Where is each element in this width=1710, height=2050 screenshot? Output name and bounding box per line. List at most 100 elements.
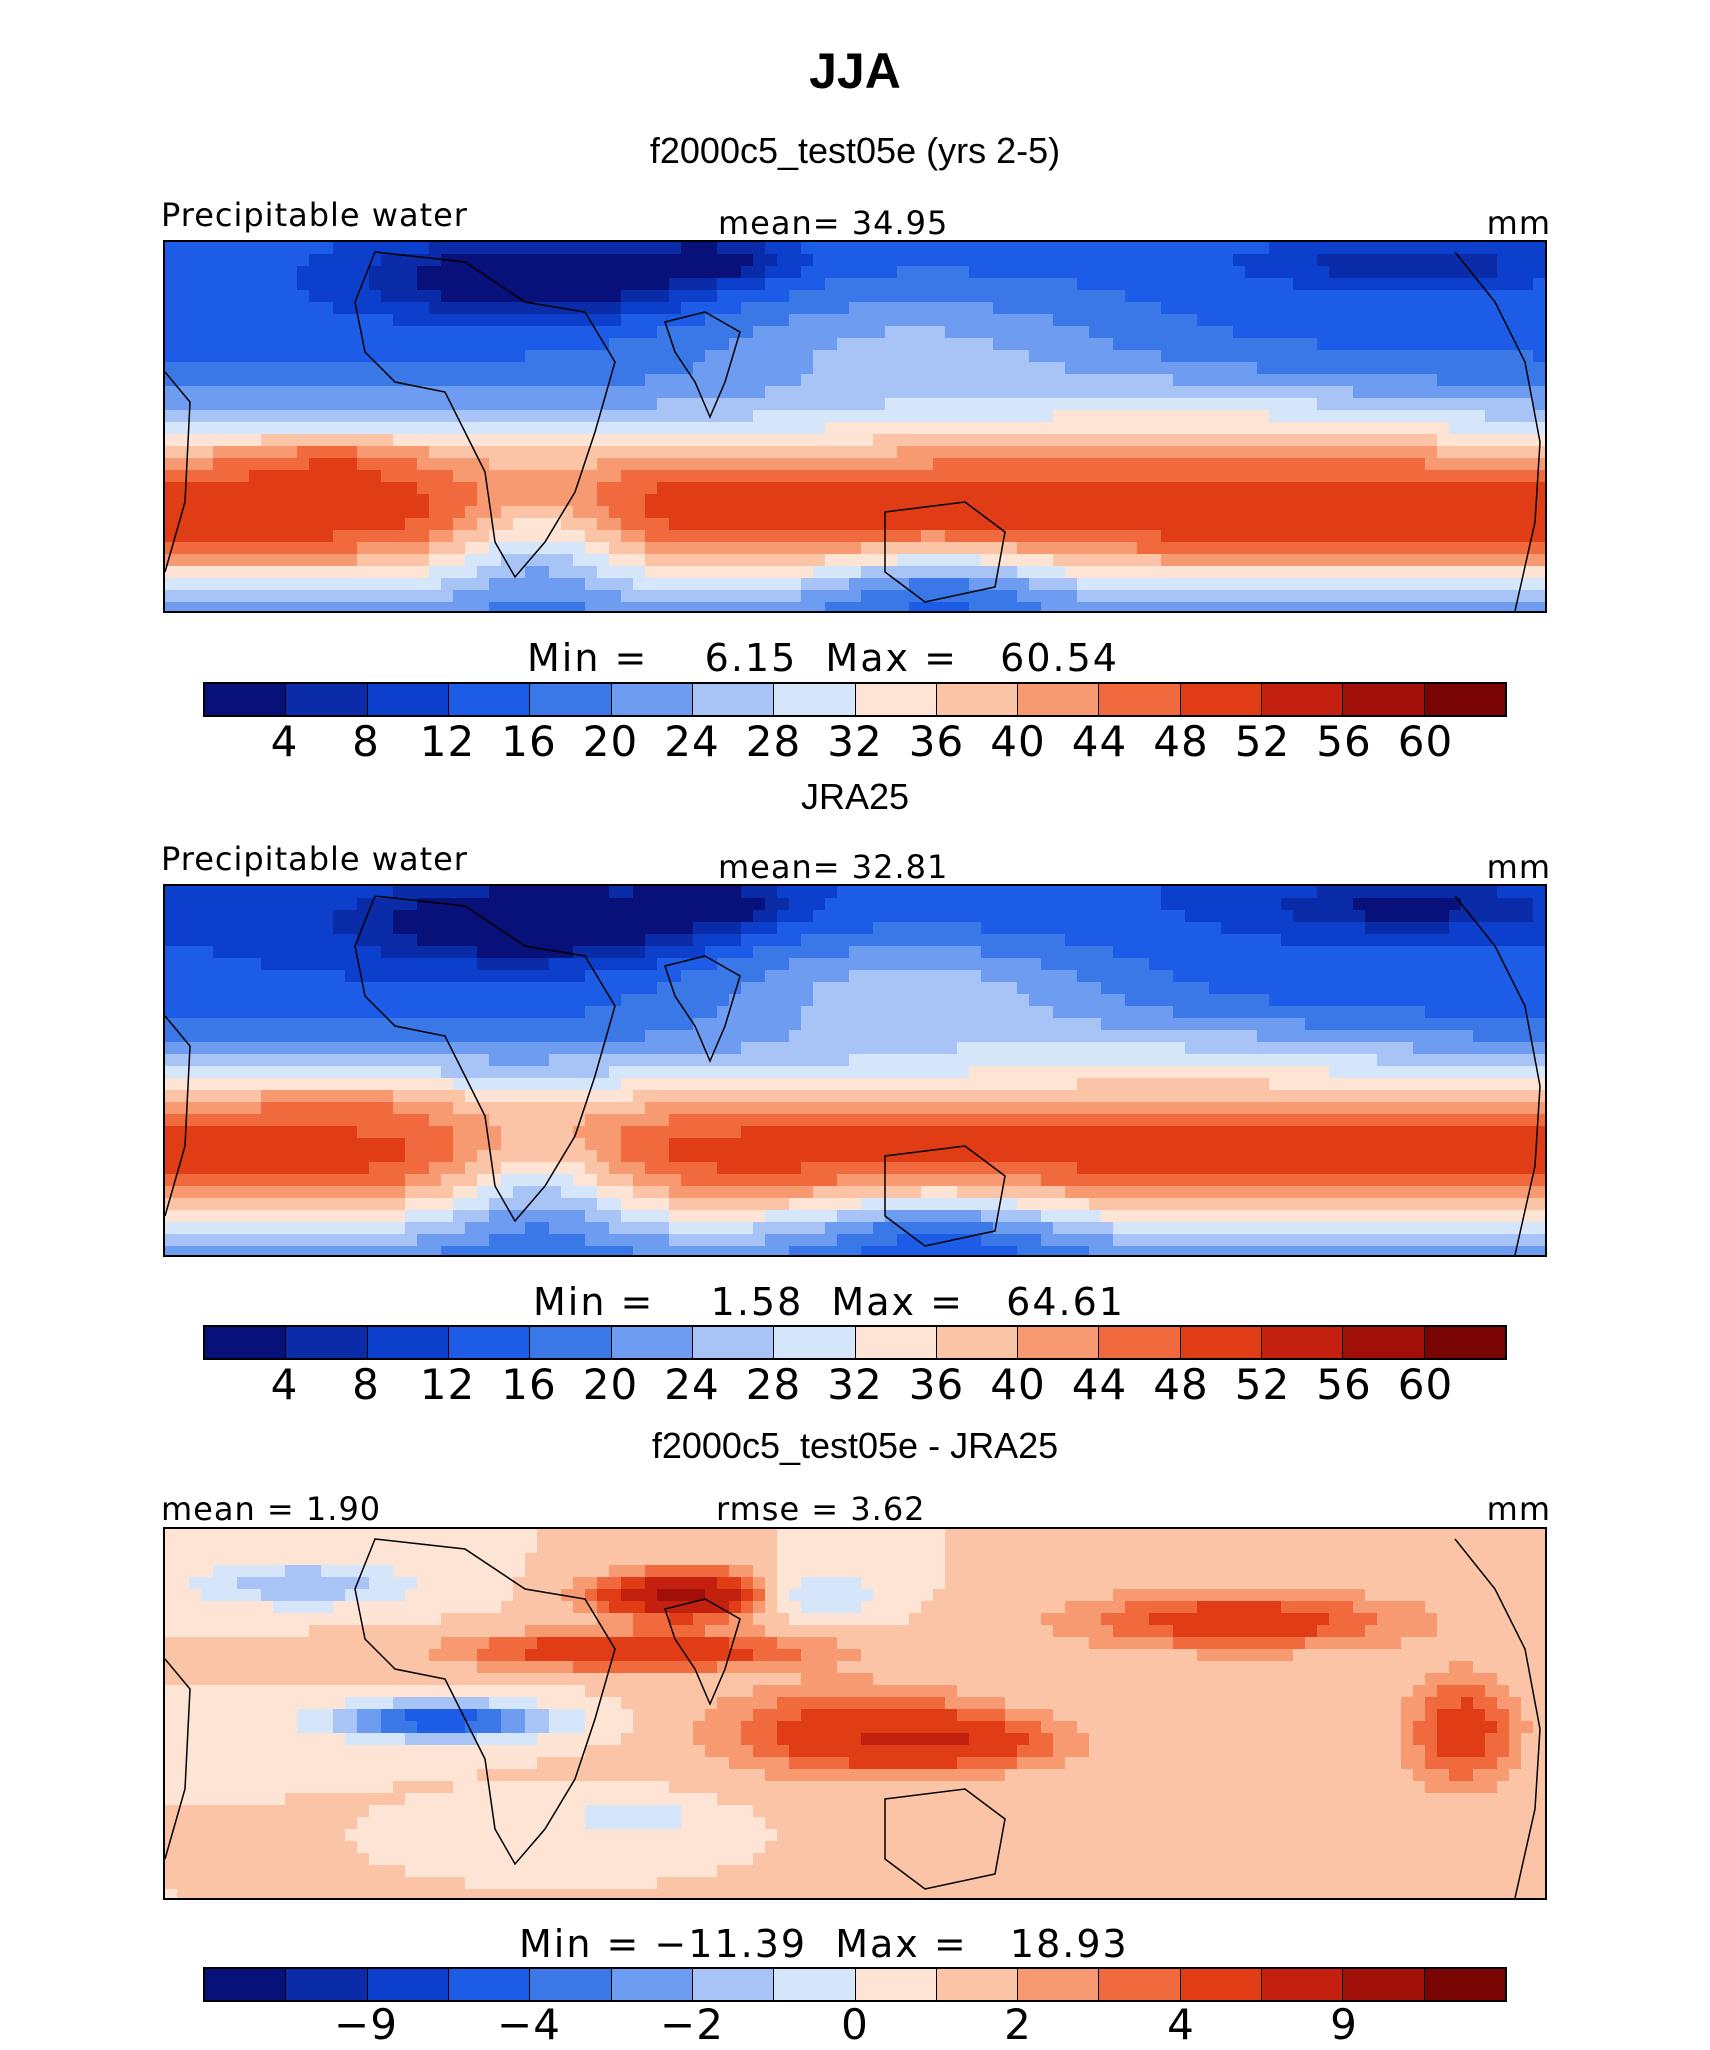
colorbar-tick-label: −2 [660,2000,724,2049]
figure-title: JJA [809,43,901,99]
colorbar-tick-label: 28 [745,1360,802,1409]
colorbar-tick-label: 16 [501,717,557,766]
colorbar-segment [692,1969,775,2000]
colorbar-tick-label: 36 [908,717,965,766]
panel-3-units-label: mm [1486,1490,1551,1528]
colorbar-tick-label: 12 [419,717,476,766]
colorbar-segment [774,1969,856,2000]
colorbar-segment [1099,1969,1181,2000]
panel-1-colorbar [203,682,1507,717]
colorbar-tick-label: 28 [745,717,802,766]
colorbar-segment [448,1327,531,1358]
panel-1-mean-label: mean= 34.95 [718,204,949,242]
colorbar-segment [855,1327,937,1358]
panel-3-title: f2000c5_test05e - JRA25 [651,1425,1059,1466]
colorbar-tick-label: 36 [908,1360,965,1409]
colorbar-segment [205,1327,287,1358]
colorbar-tick-label: 4 [1167,2000,1195,2049]
colorbar-tick-label: 52 [1234,717,1291,766]
colorbar-segment [1262,684,1344,715]
colorbar-tick-label: 60 [1397,1360,1454,1409]
panel-1-units-label: mm [1486,204,1551,242]
colorbar-segment [1424,1327,1505,1358]
colorbar-segment [1018,1969,1100,2000]
colorbar-tick-label: 56 [1316,717,1372,766]
colorbar-tick-label: 2 [1004,2000,1032,2049]
panel-1-colorbar-ticks: 4 8 12 16 20 24 28 32 36 40 44 48 52 56 60 [203,717,1507,767]
colorbar-segment [774,684,856,715]
colorbar-segment [936,684,1019,715]
panel-3-colorbar [203,1967,1507,2002]
panel-3-mean-label: mean = 1.90 [161,1490,382,1528]
colorbar-tick-label: 44 [1071,1360,1128,1409]
colorbar-segment [1099,684,1181,715]
colorbar-segment [611,1969,693,2000]
colorbar-segment [530,684,612,715]
colorbar-segment [936,1327,1019,1358]
colorbar-segment [530,1969,612,2000]
panel-1-min-max: Min = 6.15 Max = 60.54 [527,636,1119,680]
colorbar-tick-label: 20 [582,1360,639,1409]
colorbar-tick-label: 9 [1330,2000,1358,2049]
panel-3-rmse-label: rmse = 3.62 [716,1490,926,1528]
colorbar-segment [205,1969,287,2000]
colorbar-tick-label: 20 [582,717,639,766]
colorbar-segment [611,684,693,715]
colorbar-tick-label: 52 [1234,1360,1291,1409]
colorbar-tick-label: 16 [501,1360,557,1409]
colorbar-tick-label: 60 [1397,717,1454,766]
colorbar-segment [286,1969,368,2000]
colorbar-segment [1262,1969,1344,2000]
colorbar-segment [1343,684,1425,715]
colorbar-segment [1099,1327,1181,1358]
colorbar-segment [367,1969,449,2000]
panel-2-units-label: mm [1486,848,1551,886]
colorbar-segment [1343,1969,1425,2000]
colorbar-tick-label: 8 [352,717,380,766]
panel-2-min-max: Min = 1.58 Max = 64.61 [533,1280,1125,1324]
colorbar-segment [1343,1327,1425,1358]
colorbar-segment [692,684,775,715]
colorbar-tick-label: −9 [334,2000,398,2049]
panel-3-min-max: Min = −11.39 Max = 18.93 [519,1922,1129,1966]
colorbar-segment [367,1327,449,1358]
panel-2-map [163,884,1547,1257]
colorbar-segment [855,1969,937,2000]
colorbar-segment [692,1327,775,1358]
colorbar-segment [1018,684,1100,715]
colorbar-segment [367,684,449,715]
panel-2-title: JRA25 [800,776,910,817]
colorbar-segment [286,1327,368,1358]
panel-2-colorbar-ticks: 4 8 12 16 20 24 28 32 36 40 44 48 52 56 60 [203,1360,1507,1410]
colorbar-segment [855,684,937,715]
colorbar-segment [936,1969,1019,2000]
colorbar-segment [1180,684,1263,715]
colorbar-tick-label: 0 [841,2000,869,2049]
colorbar-tick-label: 24 [664,1360,720,1409]
colorbar-tick-label: 40 [990,1360,1046,1409]
colorbar-tick-label: 32 [827,1360,883,1409]
colorbar-segment [1424,1969,1505,2000]
colorbar-segment [448,1969,531,2000]
panel-2-colorbar [203,1325,1507,1360]
panel-1-variable-label: Precipitable water [161,196,468,234]
colorbar-tick-label: 40 [990,717,1046,766]
colorbar-tick-label: 48 [1153,717,1209,766]
colorbar-tick-label: 48 [1153,1360,1209,1409]
colorbar-segment [611,1327,693,1358]
panel-2-variable-label: Precipitable water [161,840,468,878]
panel-3-map [163,1527,1547,1900]
colorbar-tick-label: 24 [664,717,720,766]
colorbar-tick-label: 8 [352,1360,380,1409]
colorbar-tick-label: 32 [827,717,883,766]
colorbar-tick-label: 4 [270,1360,299,1409]
colorbar-segment [286,684,368,715]
colorbar-segment [448,684,531,715]
colorbar-tick-label: −4 [497,2000,561,2049]
colorbar-tick-label: 12 [419,1360,476,1409]
colorbar-segment [1180,1327,1263,1358]
panel-1-title: f2000c5_test05e (yrs 2-5) [649,130,1061,171]
panel-1-map [163,240,1547,613]
colorbar-segment [1018,1327,1100,1358]
panel-2-mean-label: mean= 32.81 [718,848,949,886]
